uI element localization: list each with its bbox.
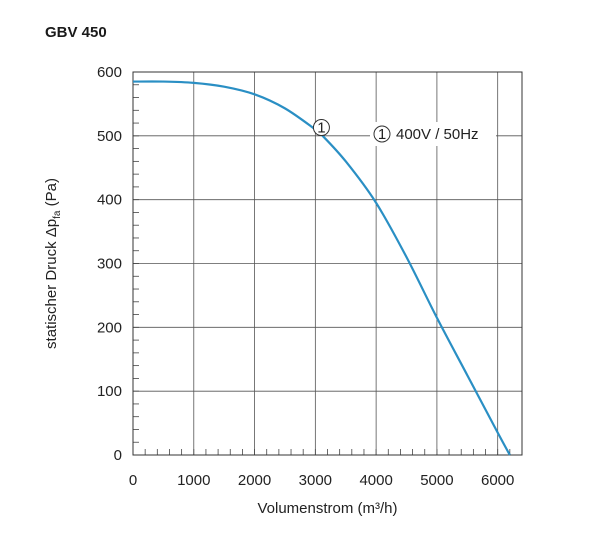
x-tick-label: 2000 [238,472,271,489]
y-tick-label: 0 [114,447,122,464]
y-axis-label: statischer Druck Δpfa (Pa) [43,178,63,349]
legend-circle-label: 1 [378,126,386,143]
legend-background [370,122,496,146]
series-marker-circle [312,119,330,137]
legend: 1 400V / 50Hz [370,122,496,146]
y-tick-label: 500 [97,128,122,145]
x-tick-label: 6000 [481,472,514,489]
legend-text: 400V / 50Hz [396,126,479,143]
x-tick-label: 3000 [299,472,332,489]
chart-title: GBV 450 [45,24,107,41]
legend-circle [373,125,391,143]
x-tick-label: 4000 [359,472,392,489]
x-tick-label: 0 [129,472,137,489]
y-tick-label: 400 [97,192,122,209]
y-tick-label: 300 [97,256,122,273]
series-marker: 1 [312,119,330,137]
x-tick-label: 5000 [420,472,453,489]
plot-frame [132,71,523,456]
x-axis-label: Volumenstrom (m³/h) [257,500,397,517]
y-tick-label: 600 [97,64,122,81]
x-tick-label: 1000 [177,472,210,489]
grid [132,71,522,456]
y-tick-labels: 0 100 200 300 400 500 600 [97,64,122,464]
series-marker-label: 1 [317,120,325,137]
y-tick-label: 100 [97,383,122,400]
y-tick-label: 200 [97,319,122,336]
x-tick-labels: 0 1000 2000 3000 4000 5000 6000 [129,472,515,489]
